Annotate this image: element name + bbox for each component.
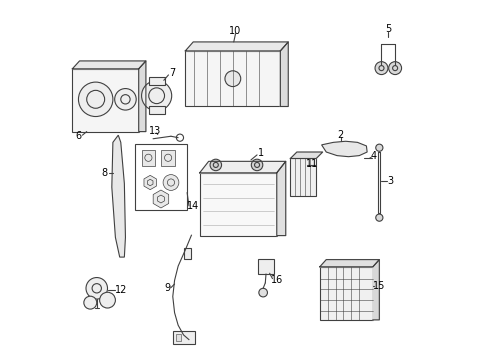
Circle shape — [83, 296, 97, 309]
Circle shape — [163, 175, 179, 190]
Text: 5: 5 — [385, 24, 390, 35]
Bar — [142, 150, 155, 166]
Polygon shape — [290, 152, 322, 158]
Polygon shape — [112, 135, 125, 257]
Bar — [161, 150, 175, 166]
Text: 4: 4 — [370, 150, 376, 161]
Circle shape — [258, 288, 267, 297]
Circle shape — [100, 292, 115, 308]
Polygon shape — [143, 175, 156, 190]
Circle shape — [251, 159, 262, 171]
Text: 8: 8 — [102, 168, 107, 178]
Circle shape — [142, 81, 171, 111]
Bar — [72, 69, 139, 132]
Text: 9: 9 — [163, 283, 170, 293]
Polygon shape — [321, 141, 366, 157]
Polygon shape — [72, 61, 145, 69]
Circle shape — [224, 71, 240, 87]
Text: 3: 3 — [387, 176, 393, 186]
Polygon shape — [280, 42, 287, 107]
Bar — [175, 334, 181, 341]
Text: 11: 11 — [305, 159, 317, 169]
Bar — [183, 248, 191, 259]
Bar — [148, 77, 164, 85]
Polygon shape — [185, 42, 287, 51]
Polygon shape — [319, 260, 379, 267]
Circle shape — [86, 278, 107, 299]
Polygon shape — [372, 260, 379, 320]
Circle shape — [375, 144, 382, 151]
Circle shape — [388, 62, 401, 75]
Circle shape — [374, 62, 387, 75]
Bar — [319, 267, 372, 320]
Polygon shape — [199, 161, 285, 173]
Polygon shape — [139, 61, 145, 132]
Text: 6: 6 — [76, 131, 81, 141]
Circle shape — [115, 89, 136, 110]
Text: 15: 15 — [372, 281, 385, 291]
Bar — [258, 259, 273, 274]
Text: 16: 16 — [271, 275, 283, 285]
Bar — [135, 144, 187, 211]
Text: 12: 12 — [114, 285, 127, 296]
Text: 14: 14 — [187, 201, 199, 211]
Bar — [185, 51, 280, 107]
Circle shape — [78, 82, 113, 117]
Bar — [172, 330, 195, 344]
Text: 10: 10 — [229, 26, 241, 36]
Text: 2: 2 — [337, 130, 343, 140]
Polygon shape — [153, 190, 168, 208]
Text: 7: 7 — [168, 68, 175, 78]
Bar — [148, 107, 164, 114]
Bar — [290, 158, 316, 196]
Text: 1: 1 — [257, 148, 263, 158]
Polygon shape — [276, 161, 285, 235]
Circle shape — [375, 214, 382, 221]
Text: 13: 13 — [149, 126, 162, 136]
Bar — [199, 173, 276, 235]
Circle shape — [210, 159, 221, 171]
